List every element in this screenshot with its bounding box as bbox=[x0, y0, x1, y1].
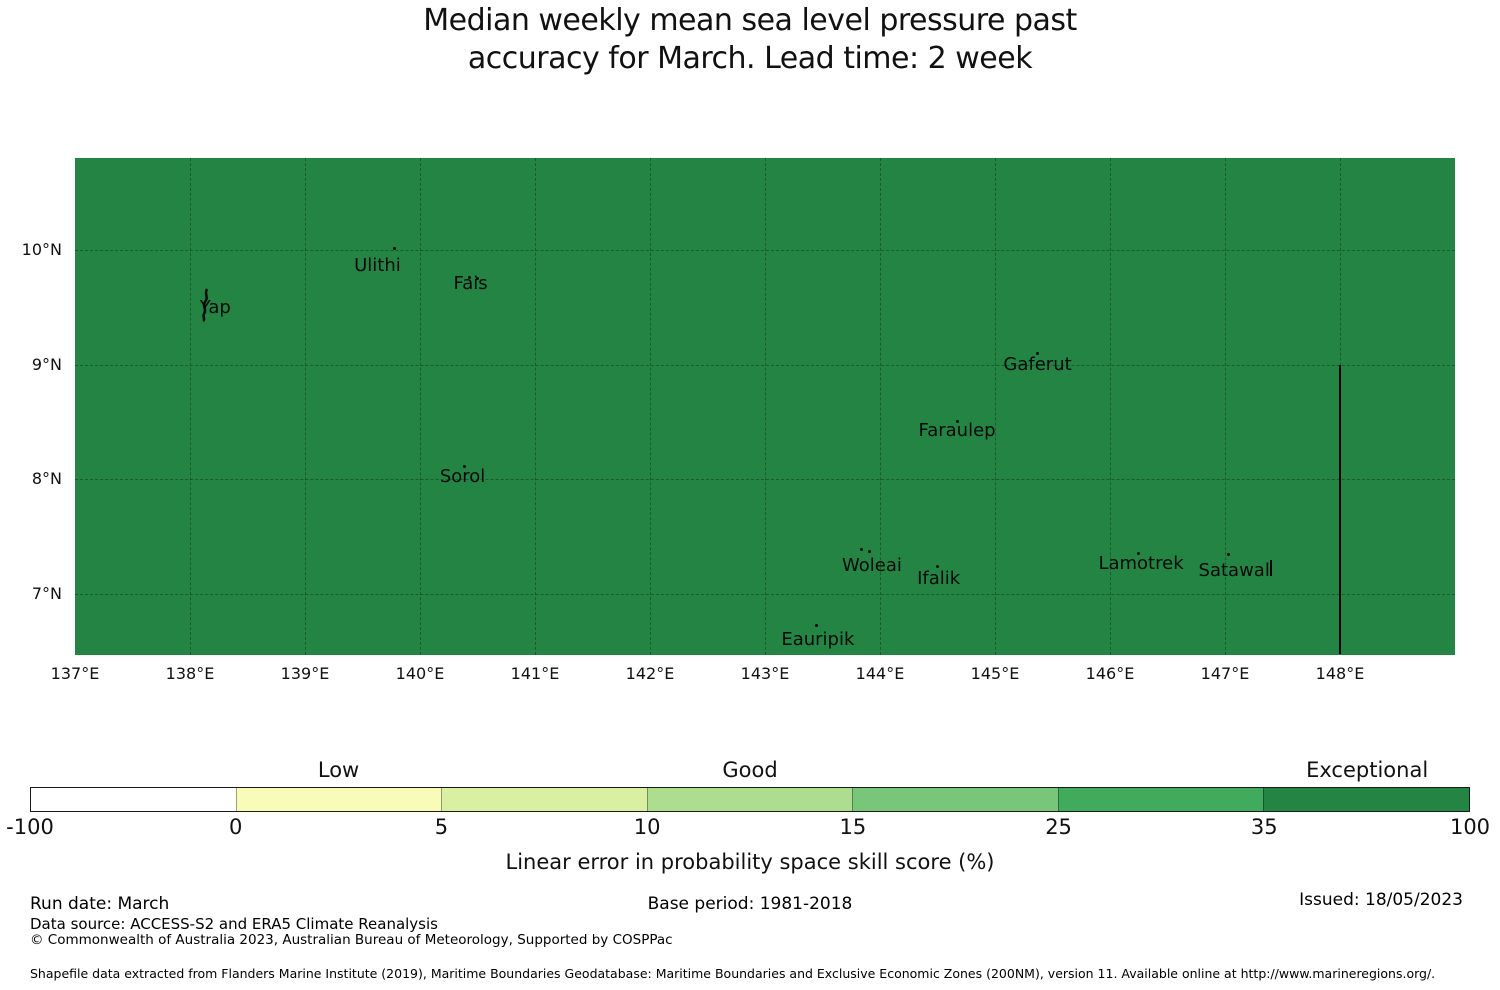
colorbar-axis-label: Linear error in probability space skill … bbox=[505, 850, 995, 874]
figure-title-line-1: Median weekly mean sea level pressure pa… bbox=[423, 3, 1077, 38]
colorbar-tick-15: 15 bbox=[839, 815, 867, 839]
gridline-9-n bbox=[75, 364, 1455, 366]
x-tick-145-e: 145°E bbox=[970, 664, 1020, 683]
colorbar-tick-35: 35 bbox=[1250, 815, 1278, 839]
island-marker-eauripik bbox=[815, 624, 819, 628]
footer-issued-date: Issued: 18/05/2023 bbox=[1299, 890, 1463, 910]
footer-base-period: Base period: 1981-2018 bbox=[647, 894, 853, 914]
footer-data-source: Data source: ACCESS-S2 and ERA5 Climate … bbox=[30, 915, 438, 933]
x-tick-148-e: 148°E bbox=[1315, 664, 1365, 683]
colorbar-segment-6 bbox=[1263, 788, 1470, 811]
x-tick-146-e: 146°E bbox=[1085, 664, 1135, 683]
island-label-woleai: Woleai bbox=[842, 555, 902, 577]
map-panel: Yap Ulithi Fais Sorol Gaferut Faraulep Woleai I… bbox=[75, 158, 1455, 655]
yap-island-outline-icon bbox=[201, 288, 208, 322]
island-marker-yap bbox=[196, 288, 216, 322]
gridline-138-e bbox=[190, 158, 191, 655]
colorbar-category-exceptional: Exceptional bbox=[1306, 758, 1429, 782]
gridline-141-e bbox=[535, 158, 536, 655]
island-marker-ulithi bbox=[393, 247, 397, 251]
island-marker-sorol bbox=[463, 464, 467, 468]
footer-copyright: © Commonwealth of Australia 2023, Austra… bbox=[30, 932, 673, 948]
gridline-140-e bbox=[420, 158, 421, 655]
y-tick-8-n: 8°N bbox=[31, 469, 62, 488]
gridline-147-e bbox=[1225, 158, 1226, 655]
gridline-144-e bbox=[880, 158, 881, 655]
x-tick-137-e: 137°E bbox=[50, 664, 100, 683]
island-label-eauripik: Eauripik bbox=[781, 629, 855, 651]
island-marker-fais bbox=[467, 275, 471, 279]
footer-shapefile-note: Shapefile data extracted from Flanders M… bbox=[30, 966, 1436, 981]
eez-boundary-line-1 bbox=[1270, 560, 1272, 577]
colorbar-segment-5 bbox=[1057, 788, 1264, 811]
gridline-145-e bbox=[995, 158, 996, 655]
island-marker-satawal bbox=[1226, 553, 1230, 557]
colorbar-tick--100: -100 bbox=[6, 815, 54, 839]
x-tick-138-e: 138°E bbox=[165, 664, 215, 683]
x-tick-143-e: 143°E bbox=[740, 664, 790, 683]
colorbar bbox=[30, 787, 1470, 812]
island-label-faraulep: Faraulep bbox=[918, 419, 996, 441]
colorbar-segment-1 bbox=[235, 788, 442, 811]
colorbar-tick-25: 25 bbox=[1045, 815, 1072, 839]
x-tick-142-e: 142°E bbox=[625, 664, 675, 683]
x-tick-140-e: 140°E bbox=[395, 664, 445, 683]
island-label-lamotrek: Lamotrek bbox=[1098, 552, 1184, 574]
colorbar-tick-10: 10 bbox=[633, 815, 661, 839]
x-tick-144-e: 144°E bbox=[855, 664, 905, 683]
y-tick-9-n: 9°N bbox=[31, 354, 62, 374]
colorbar-segment-2 bbox=[441, 788, 647, 811]
figure-title: Median weekly mean sea level pressure pa… bbox=[0, 2, 1500, 78]
x-tick-141-e: 141°E bbox=[510, 664, 560, 683]
gridline-142-e bbox=[650, 158, 651, 655]
island-label-yap: Yap bbox=[199, 297, 231, 319]
gridline-8-n bbox=[75, 479, 1455, 480]
eez-boundary-line-0 bbox=[1339, 364, 1341, 655]
island-marker-faraulep bbox=[955, 420, 959, 424]
colorbar-segment-3 bbox=[646, 788, 853, 811]
y-tick-7-n: 7°N bbox=[31, 583, 62, 603]
colorbar-category-good: Good bbox=[722, 758, 778, 782]
x-tick-139-e: 139°E bbox=[280, 664, 330, 683]
island-label-gaferut: Gaferut bbox=[1003, 353, 1072, 375]
island-label-satawal: Satawal bbox=[1198, 559, 1270, 581]
colorbar-category-low: Low bbox=[317, 758, 360, 782]
colorbar-tick-5: 5 bbox=[434, 815, 449, 839]
x-tick-147-e: 147°E bbox=[1200, 664, 1250, 683]
gridline-139-e bbox=[305, 158, 306, 655]
island-marker-gaferut bbox=[1036, 351, 1040, 355]
island-label-ulithi: Ulithi bbox=[354, 255, 401, 277]
island-label-ifalik: Ifalik bbox=[917, 567, 961, 589]
gridline-7-n bbox=[75, 593, 1455, 595]
island-marker-woleai bbox=[868, 549, 872, 553]
colorbar-tick-100: 100 bbox=[1449, 815, 1491, 839]
island-marker-fais bbox=[476, 277, 479, 281]
island-label-sorol: Sorol bbox=[439, 465, 486, 487]
island-label-fais: Fais bbox=[453, 273, 488, 295]
gridline-146-e bbox=[1110, 158, 1111, 655]
island-marker-lamotrek bbox=[1137, 551, 1141, 555]
figure-title-line-2: accuracy for March. Lead time: 2 week bbox=[467, 41, 1033, 76]
colorbar-tick-0: 0 bbox=[229, 815, 243, 839]
gridline-10-n bbox=[75, 250, 1455, 251]
island-marker-woleai bbox=[860, 548, 864, 552]
colorbar-segment-0 bbox=[31, 788, 236, 811]
colorbar-segment-4 bbox=[852, 788, 1058, 811]
footer-run-date: Run date: March bbox=[30, 894, 170, 914]
island-marker-ifalik bbox=[936, 564, 939, 568]
gridline-143-e bbox=[765, 158, 766, 655]
y-tick-10-n: 10°N bbox=[21, 240, 62, 259]
